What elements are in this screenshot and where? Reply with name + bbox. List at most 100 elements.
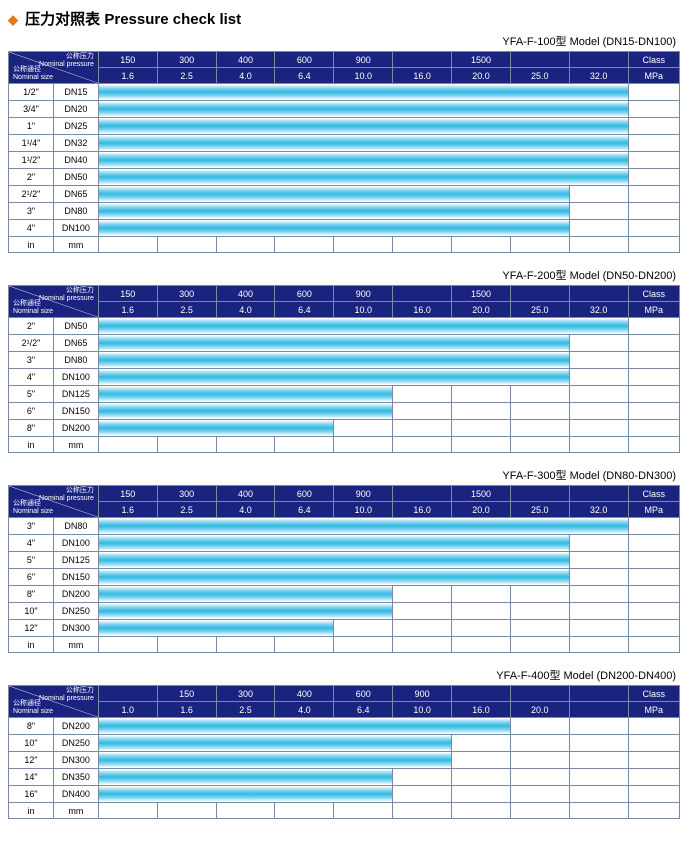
page-title: ◆ 压力对照表 Pressure check list (8, 8, 680, 29)
trailing-cell (628, 135, 679, 152)
size-in: 1/2" (9, 84, 54, 101)
pressure-bar-cell (98, 318, 628, 335)
empty-cell (452, 786, 511, 803)
size-in: 2" (9, 169, 54, 186)
mpa-header-cell: 16.0 (393, 68, 452, 84)
mpa-label: MPa (628, 68, 679, 84)
table-row: 1¹/4"DN32 (9, 135, 680, 152)
empty-cell (393, 769, 452, 786)
size-in: 2¹/2" (9, 335, 54, 352)
class-header-cell (510, 52, 569, 68)
footer-empty (393, 803, 452, 819)
empty-cell (334, 420, 393, 437)
size-mm: DN65 (53, 186, 98, 203)
class-header-cell: 900 (334, 486, 393, 502)
empty-cell (569, 586, 628, 603)
trailing-cell (628, 203, 679, 220)
size-mm: DN250 (53, 603, 98, 620)
pressure-table: 公称压力Nominal pressure公称通径Nominal size1503… (8, 685, 680, 819)
pressure-bar (99, 770, 392, 784)
footer-empty (216, 803, 275, 819)
mpa-header-cell: 10.0 (334, 302, 393, 318)
class-label: Class (628, 486, 679, 502)
diamond-icon: ◆ (8, 12, 18, 27)
table-row: 4"DN100 (9, 535, 680, 552)
empty-cell (393, 386, 452, 403)
size-in: 10" (9, 603, 54, 620)
footer-empty (334, 637, 393, 653)
size-mm: DN50 (53, 318, 98, 335)
pressure-bar-cell (98, 603, 392, 620)
empty-cell (569, 335, 628, 352)
size-mm: DN100 (53, 369, 98, 386)
trailing-cell (628, 518, 679, 535)
trailing-cell (628, 220, 679, 237)
class-header-cell: 1500 (452, 486, 511, 502)
pressure-bar (99, 136, 628, 150)
mpa-header-cell: 2.5 (157, 68, 216, 84)
pressure-bar (99, 353, 569, 367)
footer-empty (628, 237, 679, 253)
mpa-header-cell: 4.0 (216, 68, 275, 84)
class-header-cell (393, 286, 452, 302)
pressure-bar-cell (98, 769, 392, 786)
class-label: Class (628, 286, 679, 302)
pressure-bar (99, 421, 333, 435)
class-header-cell: 600 (275, 486, 334, 502)
class-header-cell: 900 (393, 686, 452, 702)
diagonal-header: 公称压力Nominal pressure公称通径Nominal size (9, 686, 99, 718)
mpa-header-cell: 6.4 (275, 502, 334, 518)
size-in: 3/4" (9, 101, 54, 118)
class-header-cell: 300 (157, 486, 216, 502)
footer-empty (157, 237, 216, 253)
trailing-cell (628, 786, 679, 803)
size-mm: DN15 (53, 84, 98, 101)
table-row: 5"DN125 (9, 386, 680, 403)
size-in: 5" (9, 552, 54, 569)
size-mm: DN150 (53, 569, 98, 586)
title-en: Pressure check list (104, 11, 241, 28)
table-row: 2"DN50 (9, 169, 680, 186)
footer-empty (569, 237, 628, 253)
trailing-cell (628, 101, 679, 118)
model-label: YFA-F-100型 Model (DN15-DN100) (8, 33, 680, 49)
pressure-bar (99, 170, 628, 184)
empty-cell (510, 603, 569, 620)
table-row: 3"DN80 (9, 203, 680, 220)
class-header-cell: 300 (157, 52, 216, 68)
size-in: 5" (9, 386, 54, 403)
size-in: 16" (9, 786, 54, 803)
footer-empty (275, 437, 334, 453)
mpa-header-cell: 32.0 (569, 302, 628, 318)
footer-empty (216, 437, 275, 453)
empty-cell (510, 718, 569, 735)
size-mm: DN100 (53, 220, 98, 237)
size-mm: DN50 (53, 169, 98, 186)
trailing-cell (628, 152, 679, 169)
size-in: 4" (9, 535, 54, 552)
pressure-bar-cell (98, 735, 451, 752)
class-header-cell: 600 (334, 686, 393, 702)
class-header-cell: 1500 (452, 52, 511, 68)
empty-cell (510, 420, 569, 437)
table-row: 1¹/2"DN40 (9, 152, 680, 169)
unit-in: in (9, 637, 54, 653)
trailing-cell (628, 169, 679, 186)
pressure-table-section: YFA-F-300型 Model (DN80-DN300)公称压力Nominal… (8, 467, 680, 653)
table-row: 4"DN100 (9, 220, 680, 237)
size-mm: DN200 (53, 586, 98, 603)
mpa-header-cell: 10.0 (334, 502, 393, 518)
class-header-cell (393, 486, 452, 502)
trailing-cell (628, 186, 679, 203)
size-in: 1¹/4" (9, 135, 54, 152)
empty-cell (510, 586, 569, 603)
pressure-bar-cell (98, 586, 392, 603)
trailing-cell (628, 752, 679, 769)
empty-cell (569, 203, 628, 220)
trailing-cell (628, 386, 679, 403)
footer-empty (334, 437, 393, 453)
class-header-cell: 150 (157, 686, 216, 702)
mpa-header-cell: 1.0 (98, 702, 157, 718)
trailing-cell (628, 420, 679, 437)
pressure-bar-cell (98, 535, 569, 552)
